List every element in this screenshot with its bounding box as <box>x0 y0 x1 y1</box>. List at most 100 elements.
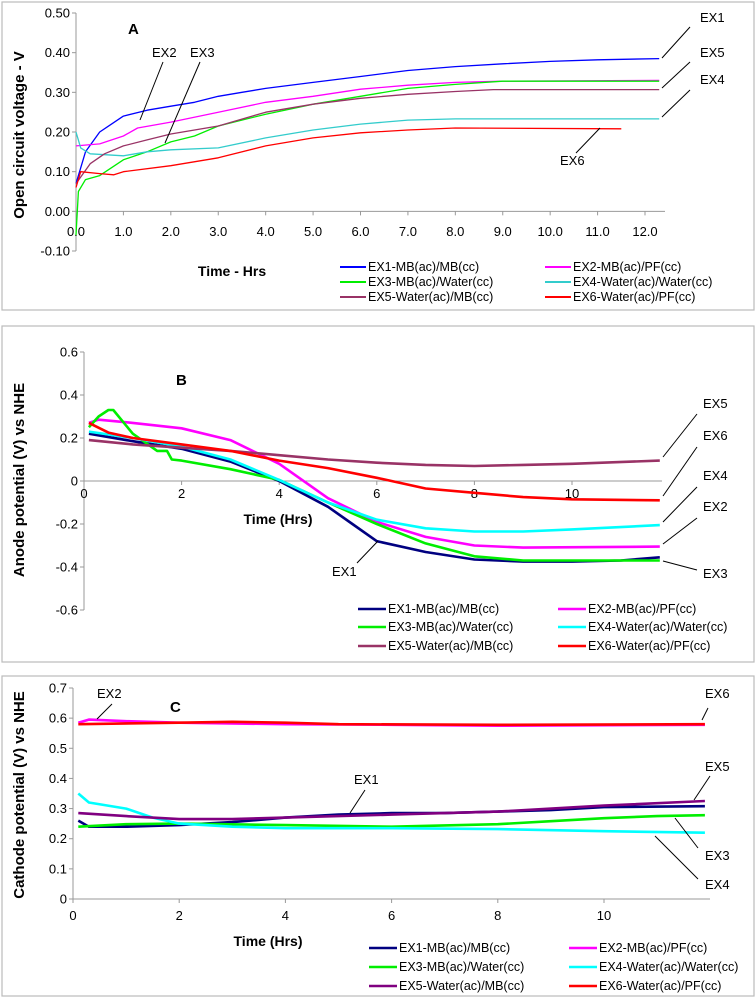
annotation-label: EX2 <box>703 499 728 514</box>
legend-item: EX4-Water(ac)/Water(cc) <box>569 960 738 974</box>
legend-label: EX4-Water(ac)/Water(cc) <box>599 960 738 974</box>
legend-item: EX3-MB(ac)/Water(cc) <box>340 275 493 289</box>
x-tick-label: 10 <box>565 486 579 501</box>
y-tick-label: 0.6 <box>60 345 78 360</box>
annotation-leader-line <box>139 61 164 121</box>
y-tick-label: 0.4 <box>49 771 67 786</box>
x-tick-label: 7.0 <box>399 224 417 239</box>
x-tick-label: 2.0 <box>162 224 180 239</box>
legend-label: EX2-MB(ac)/PF(cc) <box>599 941 707 955</box>
legend-label: EX5-Water(ac)/MB(cc) <box>399 979 524 993</box>
annotation-label: EX5 <box>700 45 725 60</box>
annotation-ex5: EX5 <box>661 45 725 89</box>
annotation-label: EX2 <box>152 45 177 60</box>
legend-item: EX2-MB(ac)/PF(cc) <box>545 260 681 274</box>
legend-item: EX1-MB(ac)/MB(cc) <box>358 602 499 616</box>
panel-border <box>1 675 755 997</box>
y-tick-label: 0.3 <box>49 801 67 816</box>
x-tick-label: 10.0 <box>538 224 563 239</box>
annotation-ex2: EX2 <box>96 686 122 720</box>
annotation-label: EX3 <box>703 566 728 581</box>
legend-label: EX1-MB(ac)/MB(cc) <box>388 602 499 616</box>
y-tick-label: 0.7 <box>49 681 67 696</box>
annotation-ex1: EX1 <box>332 540 379 579</box>
x-tick-label: 8.0 <box>446 224 464 239</box>
x-tick-label: 4 <box>276 486 283 501</box>
y-axis-title: Cathode potential (V) vs NHE <box>11 691 28 899</box>
annotation-leader-line <box>661 61 691 89</box>
legend-item: EX1-MB(ac)/MB(cc) <box>369 941 510 955</box>
y-tick-label: -0.4 <box>56 560 78 575</box>
legend-item: EX2-MB(ac)/PF(cc) <box>558 602 696 616</box>
annotation-label: EX1 <box>332 564 357 579</box>
series-line-ex5 <box>75 88 660 184</box>
y-axis-title: Anode potential (V) vs NHE <box>11 383 28 577</box>
y-tick-label: 0 <box>71 474 78 489</box>
series-line-ex5 <box>88 438 660 468</box>
series-line-ex3 <box>87 408 660 562</box>
series-line-ex5 <box>78 799 705 821</box>
annotation-ex4: EX4 <box>654 835 730 892</box>
y-tick-label: 0.40 <box>45 45 70 60</box>
y-axis-title: Open circuit voltage - V <box>11 51 28 219</box>
annotation-ex4: EX4 <box>661 72 725 118</box>
annotation-label: EX6 <box>703 428 728 443</box>
y-tick-label: 0.00 <box>45 204 70 219</box>
annotation-label: EX6 <box>705 686 730 701</box>
annotation-leader-line <box>701 707 709 721</box>
series-line-ex6 <box>88 421 660 502</box>
legend-label: EX6-Water(ac)/PF(cc) <box>599 979 721 993</box>
series-line-ex3 <box>75 80 660 236</box>
x-axis-title: Time (Hrs) <box>244 511 313 527</box>
legend-label: EX1-MB(ac)/MB(cc) <box>399 941 510 955</box>
y-tick-label: 0.5 <box>49 741 67 756</box>
annotation-leader-line <box>662 446 698 497</box>
series-line-ex4 <box>75 118 660 157</box>
legend: EX1-MB(ac)/MB(cc) EX2-MB(ac)/PF(cc) EX3-MB… <box>340 260 712 304</box>
annotation-leader-line <box>661 26 691 59</box>
series-line-ex2 <box>75 79 660 147</box>
y-tick-label: -0.6 <box>56 603 78 618</box>
x-tick-label: 0 <box>80 486 87 501</box>
series-line-ex3 <box>78 813 705 829</box>
legend-item: EX6-Water(ac)/PF(cc) <box>558 639 710 653</box>
annotation-ex6: EX6 <box>560 127 601 168</box>
legend: EX1-MB(ac)/MB(cc) EX2-MB(ac)/PF(cc) EX3-MB… <box>358 602 727 653</box>
series-line-ex4 <box>77 792 705 834</box>
annotation-label: EX4 <box>705 877 730 892</box>
annotation-label: EX1 <box>700 10 725 25</box>
legend-label: EX4-Water(ac)/Water(cc) <box>588 620 727 634</box>
y-tick-label: -0.10 <box>40 244 70 259</box>
legend-item: EX5-Water(ac)/MB(cc) <box>340 290 493 304</box>
annotation-ex1: EX1 <box>661 10 725 59</box>
annotation-leader-line <box>164 61 201 144</box>
x-tick-label: 1.0 <box>114 224 132 239</box>
annotation-ex6: EX6 <box>701 686 730 721</box>
annotation-ex4: EX4 <box>662 468 728 523</box>
x-tick-label: 9.0 <box>494 224 512 239</box>
y-tick-label: 0.1 <box>49 861 67 876</box>
panel-border <box>1 325 755 663</box>
x-axis-title: Time (Hrs) <box>234 933 303 949</box>
y-tick-label: 0.10 <box>45 164 70 179</box>
x-tick-label: 10 <box>597 908 611 923</box>
y-tick-label: 0.2 <box>60 431 78 446</box>
x-axis-title: Time - Hrs <box>198 263 266 279</box>
panel-label: A <box>128 21 139 38</box>
y-tick-label: 0.4 <box>60 388 78 403</box>
annotation-label: EX5 <box>705 759 730 774</box>
annotation-label: EX5 <box>703 396 728 411</box>
annotation-leader-line <box>662 517 698 545</box>
annotation-leader-line <box>654 835 699 880</box>
x-tick-label: 5.0 <box>304 224 322 239</box>
legend-item: EX5-Water(ac)/MB(cc) <box>369 979 524 993</box>
x-tick-label: 8 <box>494 908 501 923</box>
y-tick-label: 0.30 <box>45 85 70 100</box>
annotation-label: EX2 <box>97 686 122 701</box>
y-tick-label: 0.6 <box>49 711 67 726</box>
annotation-leader-line <box>96 703 113 720</box>
panel-label: B <box>176 372 187 389</box>
legend-label: EX5-Water(ac)/MB(cc) <box>388 639 513 653</box>
y-tick-label: 0.20 <box>45 125 70 140</box>
